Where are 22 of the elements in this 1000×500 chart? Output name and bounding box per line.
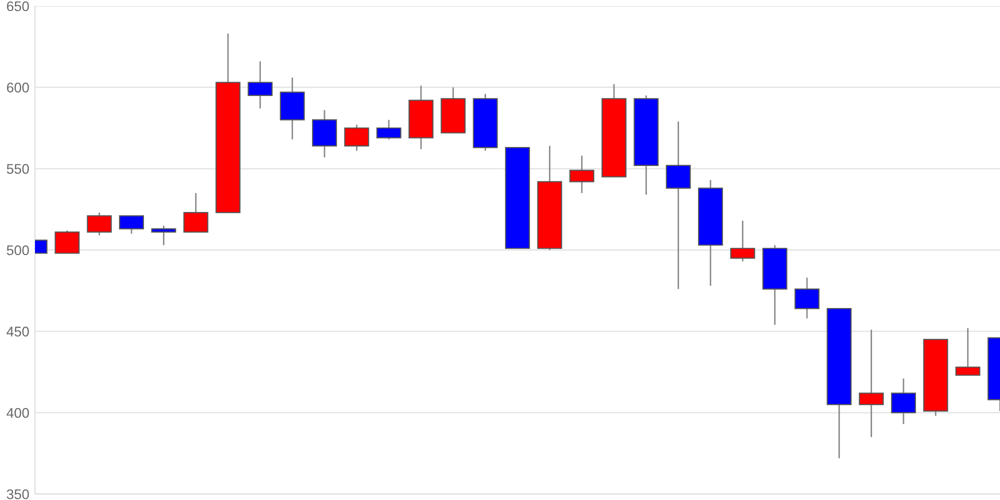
y-tick-label: 350 — [6, 489, 29, 500]
candlestick — [666, 120, 691, 290]
y-tick-label: 500 — [6, 245, 29, 256]
candlestick — [183, 192, 208, 233]
candlestick — [151, 224, 176, 246]
candlestick — [344, 124, 370, 152]
y-tick-label: 450 — [6, 326, 29, 337]
candlestick — [891, 378, 916, 425]
y-tick-label: 600 — [6, 82, 29, 93]
candlestick — [119, 215, 144, 234]
candlestick — [955, 327, 980, 376]
y-tick-label: 550 — [6, 164, 29, 174]
candlestick — [730, 220, 756, 262]
candlestick — [86, 212, 112, 236]
candlestick — [794, 276, 820, 320]
candlestick — [248, 60, 273, 110]
candlestick — [569, 154, 594, 194]
candlestick — [376, 119, 402, 140]
y-tick-label: 400 — [6, 408, 29, 418]
candlestick — [858, 329, 884, 438]
y-tick-label: 650 — [6, 1, 29, 12]
candlestick — [54, 230, 80, 254]
